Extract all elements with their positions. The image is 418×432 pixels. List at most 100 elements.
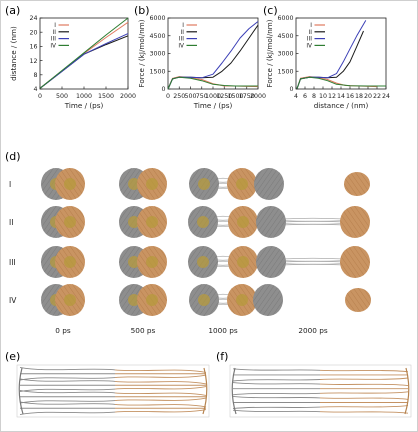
particle-core xyxy=(128,178,140,190)
x-tick-label: 250 xyxy=(173,93,185,100)
x-tick-label: 1250 xyxy=(216,93,232,100)
chart-b: 0 250 500 750100012501500175020000150030004… xyxy=(137,15,266,110)
x-tick-label: 16 xyxy=(346,93,354,100)
y-axis-label: Force / (kJ/mol/nm) xyxy=(137,19,146,87)
gray-strand xyxy=(19,400,116,404)
panel-label-c: (c) xyxy=(263,4,278,17)
legend-label: IV xyxy=(306,43,312,49)
x-tick-label: 4 xyxy=(294,93,298,100)
y-tick-label: 16 xyxy=(29,44,37,51)
gray-strand xyxy=(19,388,116,393)
particle-core xyxy=(237,256,249,268)
x-tick-label: 18 xyxy=(355,93,363,100)
bridge-strand xyxy=(280,217,346,220)
gray-strand xyxy=(19,377,116,381)
orange-strand xyxy=(319,411,409,414)
chart-c: 4 6 8 10 12 14 16 18 20 22 24 0 1500 3000 4500 6000 dist… xyxy=(265,15,390,110)
legend-label: I xyxy=(182,23,184,29)
legend-label: IV xyxy=(178,43,184,49)
gray-edge xyxy=(18,367,24,415)
particle-core xyxy=(237,216,249,228)
fiber-bridge xyxy=(280,257,346,266)
x-tick-label: 24 xyxy=(382,93,390,100)
particle-core xyxy=(146,216,158,228)
orange-strand xyxy=(319,391,409,394)
gray-strand xyxy=(232,379,321,382)
y-tick-label: 24 xyxy=(29,15,37,22)
y-tick-label: 4 xyxy=(33,86,37,93)
particle-core xyxy=(146,256,158,268)
legend-label: II xyxy=(53,30,57,36)
bundle-frame xyxy=(16,364,210,418)
x-tick-label: 2000 xyxy=(250,93,266,100)
particle xyxy=(55,246,85,278)
chart-a: 0 500 1000 1500 2000 4 8 12 16 20 24 Time / (ps) dis… xyxy=(9,15,136,110)
particle xyxy=(189,168,219,200)
particle-core xyxy=(64,216,76,228)
gray-strand xyxy=(232,406,321,410)
particle-core xyxy=(128,216,140,228)
legend-label: IV xyxy=(50,43,56,49)
bridge-strand xyxy=(280,260,346,263)
particle xyxy=(55,284,85,316)
bridge-strand xyxy=(280,223,346,226)
series-line-iv xyxy=(39,17,129,89)
orange-strand xyxy=(319,397,409,400)
row-label: II xyxy=(9,218,13,227)
orange-strand xyxy=(319,369,409,373)
panel-label-f: (f) xyxy=(216,350,228,363)
particle-core xyxy=(146,178,158,190)
particle-core xyxy=(64,256,76,268)
y-tick-label: 4500 xyxy=(149,33,165,40)
y-axis-label: Force / (kJ/mol/nm) xyxy=(265,19,274,87)
fiber-bundles xyxy=(16,364,412,418)
bundle-frame xyxy=(229,364,412,418)
particle xyxy=(345,288,371,312)
particle xyxy=(253,284,283,316)
y-tick-label: 6000 xyxy=(149,15,165,22)
orange-strand xyxy=(114,369,207,373)
particle-core xyxy=(198,294,210,306)
legend-label: II xyxy=(309,30,313,36)
particle xyxy=(188,206,218,238)
series-line-iv xyxy=(296,76,386,90)
orange-strand xyxy=(114,403,207,408)
legend-label: III xyxy=(307,37,312,43)
particle-texture xyxy=(340,246,370,278)
x-tick-label: 22 xyxy=(373,93,381,100)
row-label: IV xyxy=(9,296,17,305)
particle xyxy=(55,168,85,200)
x-tick-label: 10 xyxy=(319,93,327,100)
y-tick-label: 4500 xyxy=(277,33,293,40)
legend-label: II xyxy=(181,30,185,36)
gray-strand xyxy=(232,395,321,399)
particle-core xyxy=(146,294,158,306)
particle xyxy=(254,168,284,200)
y-tick-label: 3000 xyxy=(277,51,293,58)
y-tick-label: 1500 xyxy=(149,68,165,75)
x-tick-label: 0 xyxy=(38,93,42,100)
y-tick-label: 20 xyxy=(29,29,37,36)
time-label: 0 ps xyxy=(55,326,71,335)
particle-core xyxy=(236,294,248,306)
x-tick-label: 1750 xyxy=(239,93,255,100)
x-tick-label: 1000 xyxy=(76,93,92,100)
y-tick-label: 0 xyxy=(289,86,293,93)
particle xyxy=(227,168,257,200)
x-tick-label: 2000 xyxy=(120,93,136,100)
orange-strand xyxy=(114,392,207,396)
orange-strand xyxy=(114,409,207,413)
gray-strand xyxy=(232,368,321,371)
x-tick-label: 12 xyxy=(328,93,336,100)
y-tick-label: 1500 xyxy=(277,68,293,75)
bundle-e xyxy=(16,364,210,418)
y-axis-label: distance / (nm) xyxy=(9,26,18,81)
legend-label: III xyxy=(179,37,184,43)
particle xyxy=(256,206,286,238)
particle xyxy=(188,246,218,278)
particle xyxy=(55,206,85,238)
